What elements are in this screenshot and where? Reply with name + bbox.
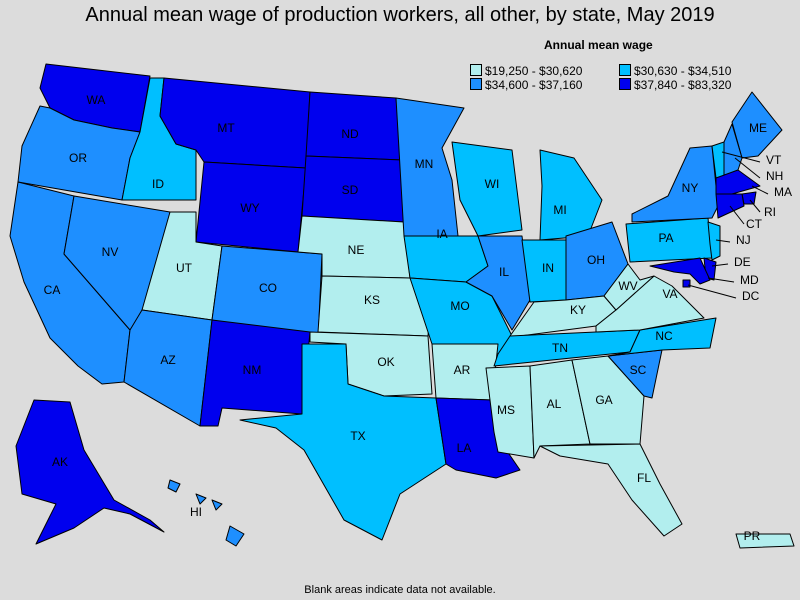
legend-label: $34,600 - $37,160 — [485, 78, 583, 92]
state-label-nv: NV — [102, 245, 119, 259]
leader-line-ct — [729, 205, 745, 225]
state-label-ok: OK — [377, 355, 394, 369]
state-label-mn: MN — [415, 157, 434, 171]
state-label-nm: NM — [243, 363, 262, 377]
state-hi — [167, 479, 245, 547]
leader-line-ri — [749, 199, 761, 213]
state-label-ca: CA — [44, 283, 61, 297]
legend-label: $19,250 - $30,620 — [485, 64, 583, 78]
legend-title: Annual mean wage — [544, 38, 653, 52]
state-label-vt: VT — [766, 153, 782, 167]
state-label-ma: MA — [774, 185, 792, 199]
state-label-de: DE — [734, 255, 751, 269]
state-fl — [539, 443, 683, 537]
state-label-nj: NJ — [736, 233, 751, 247]
legend-swatch — [619, 64, 631, 76]
state-label-dc: DC — [742, 289, 760, 303]
state-nd — [305, 91, 403, 161]
state-ri — [741, 191, 757, 205]
state-label-az: AZ — [160, 353, 175, 367]
state-label-ak: AK — [52, 455, 68, 469]
state-label-ms: MS — [497, 403, 515, 417]
leader-line-md — [707, 277, 735, 283]
state-wv — [603, 263, 655, 311]
state-label-ri: RI — [764, 205, 776, 219]
state-label-ny: NY — [682, 181, 699, 195]
state-label-wv: WV — [618, 279, 637, 293]
state-mi — [539, 149, 603, 241]
state-label-mi: MI — [553, 203, 566, 217]
state-label-ga: GA — [595, 393, 612, 407]
state-label-va: VA — [662, 287, 677, 301]
state-label-ia: IA — [436, 227, 447, 241]
state-label-sc: SC — [630, 363, 647, 377]
state-label-ar: AR — [454, 363, 471, 377]
leader-line-dc — [687, 284, 737, 299]
state-label-tn: TN — [552, 341, 568, 355]
state-label-ks: KS — [364, 293, 380, 307]
legend-item-bin-1: $19,250 - $30,620 — [470, 64, 582, 78]
state-tx — [239, 343, 447, 541]
state-label-ne: NE — [348, 243, 365, 257]
footnote: Blank areas indicate data not available. — [304, 584, 496, 596]
state-label-wa: WA — [87, 93, 106, 107]
legend-swatch — [619, 78, 631, 90]
state-label-or: OR — [69, 151, 87, 165]
leader-line-nh — [734, 157, 761, 179]
state-label-md: MD — [740, 273, 759, 287]
leader-line-nj — [715, 239, 731, 243]
state-label-la: LA — [457, 441, 472, 455]
state-pr — [735, 533, 795, 549]
legend-swatch — [470, 64, 482, 76]
state-label-al: AL — [547, 397, 562, 411]
leader-line-vt — [721, 151, 761, 163]
state-label-hi: HI — [190, 505, 202, 519]
state-label-pa: PA — [658, 231, 673, 245]
state-label-wi: WI — [485, 177, 500, 191]
state-ak — [15, 399, 165, 545]
state-ny — [631, 145, 719, 223]
state-label-oh: OH — [587, 253, 605, 267]
map-title: Annual mean wage of production workers, … — [85, 4, 715, 26]
state-nh — [723, 123, 743, 177]
leader-line-de — [711, 263, 729, 267]
legend-item-bin-3: $34,600 - $37,160 — [470, 78, 582, 92]
state-label-nc: NC — [655, 329, 673, 343]
state-ga — [571, 355, 645, 445]
state-label-me: ME — [749, 121, 767, 135]
leader-line-ma — [751, 185, 769, 195]
legend-swatch — [470, 78, 482, 90]
state-label-ct: CT — [746, 217, 763, 231]
state-label-fl: FL — [637, 471, 651, 485]
state-ms — [485, 365, 535, 459]
state-label-il: IL — [499, 265, 509, 279]
state-wi — [451, 141, 523, 237]
state-md — [649, 257, 711, 285]
state-label-nd: ND — [341, 127, 359, 141]
state-label-co: CO — [259, 281, 277, 295]
state-label-mo: MO — [450, 299, 469, 313]
state-label-nh: NH — [766, 169, 783, 183]
state-label-in: IN — [542, 261, 554, 275]
state-az — [123, 309, 213, 427]
state-label-mt: MT — [217, 121, 235, 135]
state-label-ut: UT — [176, 261, 193, 275]
state-label-tx: TX — [350, 429, 365, 443]
legend-label: $37,840 - $83,320 — [634, 78, 732, 92]
state-label-id: ID — [152, 177, 164, 191]
state-dc — [682, 279, 691, 288]
state-nj — [707, 221, 721, 261]
state-label-pr: PR — [744, 529, 761, 543]
legend-item-bin-4: $37,840 - $83,320 — [619, 78, 731, 92]
state-label-ky: KY — [570, 303, 586, 317]
legend-item-bin-2: $30,630 - $34,510 — [619, 64, 731, 78]
legend-label: $30,630 - $34,510 — [634, 64, 732, 78]
state-label-sd: SD — [342, 183, 359, 197]
state-ma — [715, 169, 761, 195]
state-label-wy: WY — [240, 201, 259, 215]
